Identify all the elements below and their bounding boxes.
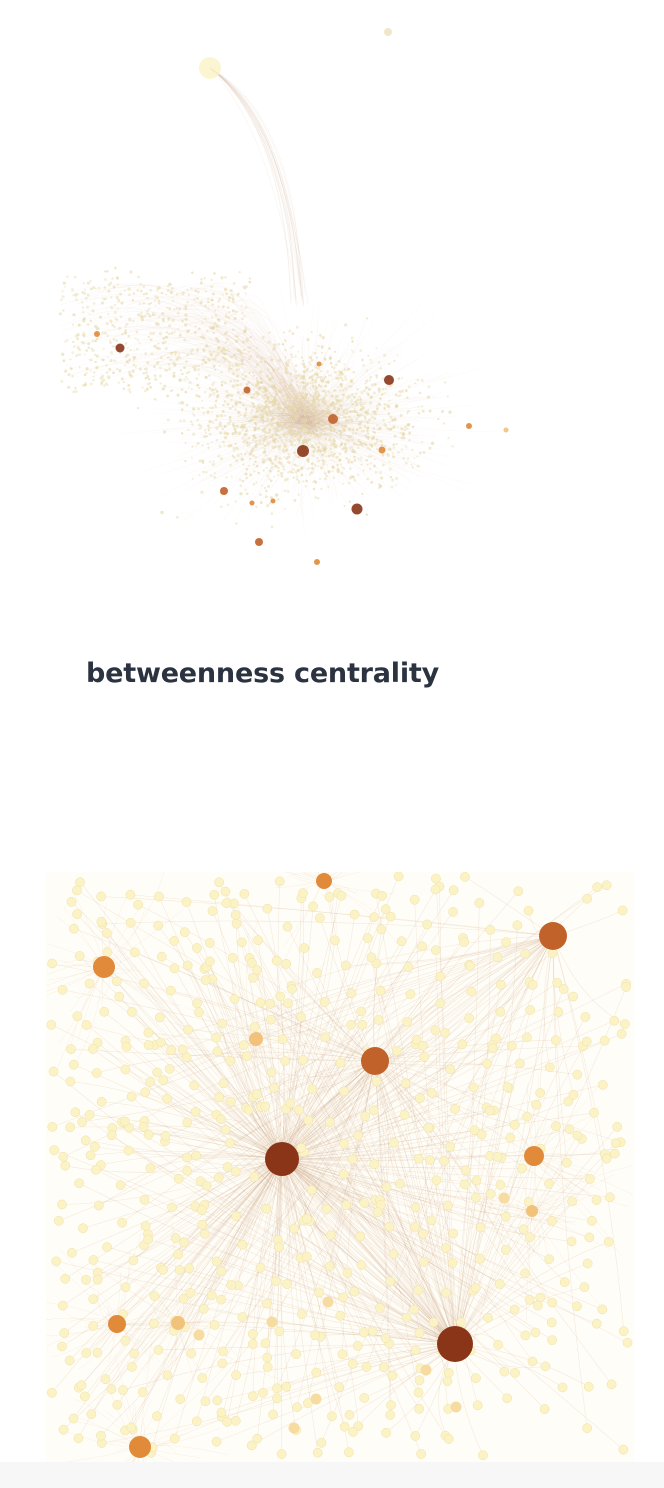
highlighted-node <box>384 375 394 385</box>
hub-node <box>437 1326 473 1362</box>
highlighted-node <box>108 1315 126 1333</box>
highlighted-node <box>171 1316 185 1330</box>
highlighted-node <box>249 500 255 506</box>
highlighted-node <box>316 361 322 367</box>
highlighted-node <box>524 1146 544 1166</box>
highlighted-node <box>503 427 509 433</box>
highlighted-node <box>115 343 125 353</box>
zoomed-highlighted-nodes <box>93 873 567 1458</box>
hub-node <box>361 1047 389 1075</box>
highlighted-node <box>328 414 338 424</box>
highlighted-node <box>249 1032 263 1046</box>
highlighted-node <box>314 559 320 565</box>
network-overview-figure <box>58 28 509 565</box>
highlighted-node <box>378 446 386 454</box>
highlighted-node <box>270 498 276 504</box>
hub-node <box>265 1142 299 1176</box>
overview-faint-nodes <box>58 28 454 529</box>
highlighted-node <box>243 386 251 394</box>
overview-highlighted-nodes <box>94 331 509 565</box>
highlighted-node <box>93 956 115 978</box>
highlighted-node <box>129 1436 151 1458</box>
highlighted-node <box>220 487 228 495</box>
network-zoomed-figure <box>46 872 634 1462</box>
highlighted-node <box>94 331 100 337</box>
hub-node <box>539 922 567 950</box>
highlighted-node <box>351 503 363 515</box>
highlighted-node <box>255 538 263 546</box>
bottom-strip <box>0 1462 664 1488</box>
highlighted-node <box>297 445 309 457</box>
highlighted-node <box>466 423 472 429</box>
highlighted-node <box>526 1205 538 1217</box>
section-title: betweenness centrality <box>86 658 440 689</box>
zoomed-background <box>46 872 634 1462</box>
highlighted-node <box>316 873 332 889</box>
